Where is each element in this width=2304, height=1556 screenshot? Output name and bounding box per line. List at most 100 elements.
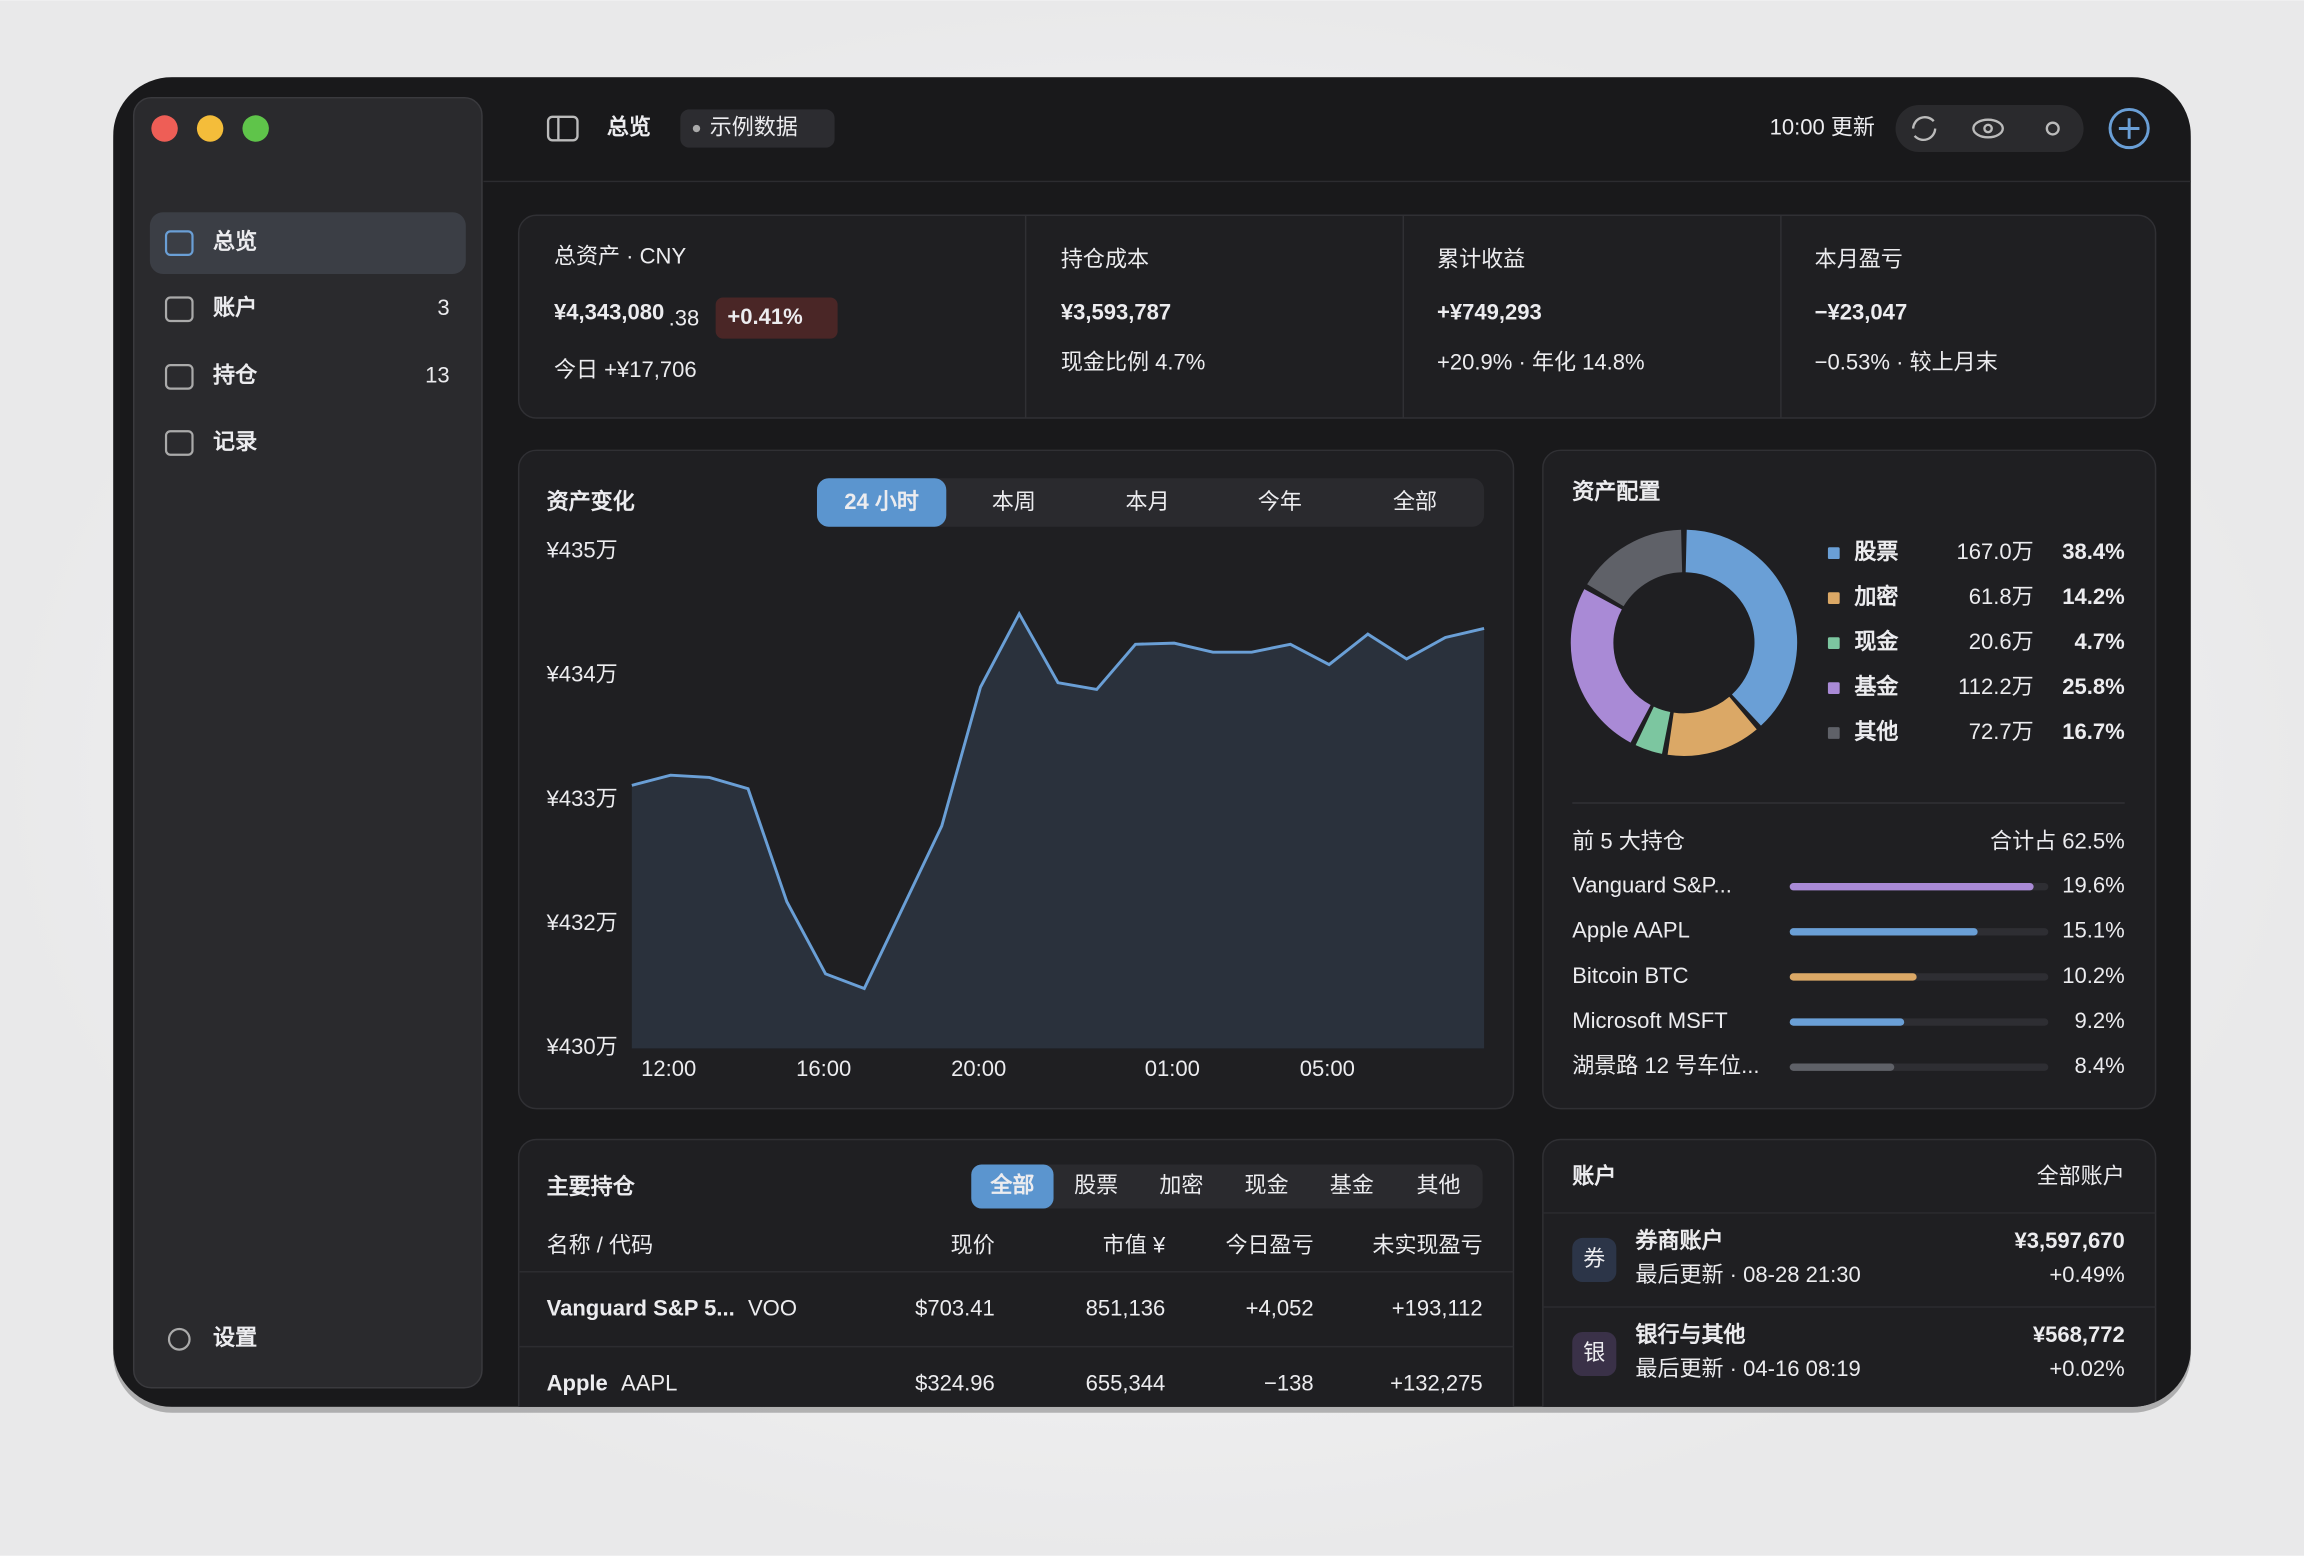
filter-tab[interactable]: 基金 (1330, 1172, 1374, 1197)
range-tab[interactable]: 全部 (1393, 489, 1437, 514)
holding-code: VOO (748, 1296, 797, 1321)
header-icons (546, 115, 579, 142)
top-name: Bitcoin BTC (1572, 963, 1688, 988)
allocation-title: 资产配置 (1572, 479, 1660, 504)
y-tick-label: ¥435万 (546, 538, 618, 563)
filter-tab[interactable]: 其他 (1416, 1172, 1460, 1197)
column-header: 未实现盈亏 (1372, 1233, 1482, 1258)
top-name: Vanguard S&P... (1572, 873, 1732, 898)
accounts-link[interactable]: 全部账户 (2037, 1164, 2125, 1189)
legend-pct: 14.2% (2062, 584, 2125, 609)
top-pct: 19.6% (2062, 873, 2124, 898)
account-value: ¥3,597,670 (2014, 1228, 2124, 1253)
nav-icon (164, 296, 194, 323)
legend-pct: 25.8% (2062, 674, 2125, 699)
holding-value: 851,136 (1086, 1296, 1166, 1321)
bar (1789, 973, 1917, 981)
range-tab[interactable]: 本周 (992, 489, 1036, 514)
x-tick-label: 05:00 (1300, 1056, 1355, 1081)
chart-title: 资产变化 (547, 489, 635, 514)
filter-tab[interactable]: 加密 (1159, 1172, 1203, 1197)
x-tick-label: 20:00 (951, 1056, 1006, 1081)
legend-swatch (1827, 592, 1840, 605)
top-pct: 15.1% (2062, 918, 2124, 943)
stats-panel (517, 214, 2157, 419)
nav-count: 3 (437, 295, 449, 320)
nav-icon (164, 230, 194, 256)
close-button[interactable] (151, 115, 178, 142)
badge[interactable]: 示例数据 (710, 114, 798, 139)
account-name[interactable]: 券商账户 (1634, 1228, 1723, 1253)
sidebar-toggle[interactable] (546, 115, 579, 142)
holdings-title: 主要持仓 (547, 1174, 636, 1199)
change-badge (715, 297, 838, 339)
stat-label: 累计收益 (1437, 247, 1525, 272)
holding-price: $703.41 (915, 1296, 995, 1321)
nav-label[interactable]: 总览 (213, 229, 257, 254)
refresh-icon[interactable] (1911, 116, 1937, 141)
zoom-button[interactable] (242, 115, 269, 142)
stat-sub: 今日 +¥17,706 (554, 357, 697, 382)
range-tab[interactable]: 本月 (1126, 489, 1170, 514)
range-tab[interactable]: 今年 (1258, 489, 1302, 514)
donut-slice (1570, 589, 1652, 743)
eye-icon[interactable] (1972, 118, 2004, 139)
minimize-button[interactable] (196, 115, 224, 142)
account-name[interactable]: 银行与其他 (1635, 1322, 1745, 1347)
nav-count: 13 (425, 363, 450, 388)
holding-today: −138 (1264, 1371, 1314, 1396)
top-name: Apple AAPL (1572, 918, 1690, 943)
legend-amount: 72.7万 (1969, 719, 2034, 744)
stat-label: 持仓成本 (1061, 247, 1149, 272)
allocation-panel (1542, 449, 2157, 1110)
y-tick-label: ¥433万 (546, 786, 618, 811)
stat-value: +¥749,293 (1437, 300, 1542, 325)
page-title: 总览 (607, 114, 651, 139)
bar (1789, 928, 1978, 936)
legend-amount: 112.2万 (1958, 674, 2034, 699)
nav-label[interactable]: 记录 (213, 429, 257, 454)
legend-amount: 20.6万 (1969, 629, 2034, 654)
bar (1789, 1018, 1905, 1026)
y-tick-label: ¥430万 (546, 1034, 618, 1059)
donut-slice (1684, 529, 1798, 726)
theme-icon[interactable] (2045, 121, 2060, 136)
y-tick-label: ¥434万 (546, 662, 618, 687)
holding-unrealized: +132,275 (1390, 1371, 1483, 1396)
nav-label[interactable]: 账户 (213, 295, 257, 320)
y-tick-label: ¥432万 (546, 910, 618, 935)
legend-pct: 16.7% (2062, 719, 2125, 744)
legend-pct: 38.4% (2062, 539, 2125, 564)
add-button[interactable] (2108, 107, 2150, 150)
toolbar (1895, 105, 2084, 153)
holding-name: Apple (547, 1371, 608, 1396)
filter-tab[interactable]: 现金 (1245, 1172, 1289, 1197)
legend-pct: 4.7% (2075, 629, 2126, 654)
toolbar-icons (1911, 107, 2150, 150)
settings-label[interactable]: 设置 (213, 1325, 257, 1350)
stat-value: ¥3,593,787 (1061, 300, 1171, 325)
legend-amount: 61.8万 (1969, 584, 2034, 609)
nav-label[interactable]: 持仓 (213, 363, 258, 388)
stat-change: +0.41% (727, 304, 803, 329)
badge-bg (680, 109, 835, 148)
top-total: 合计占 62.5% (1990, 828, 2125, 853)
stat-decimals: .38 (669, 305, 700, 330)
settings-icon (167, 1327, 191, 1351)
range-tab[interactable]: 24 小时 (844, 489, 919, 514)
filter-tab[interactable]: 股票 (1074, 1172, 1118, 1197)
top-name: 湖景路 12 号车位... (1572, 1053, 1759, 1078)
holding-today: +4,052 (1246, 1296, 1314, 1321)
account-icon-bg (1572, 1237, 1617, 1282)
donut-slice (1635, 706, 1671, 754)
legend-label: 股票 (1854, 539, 1898, 564)
column-header: 市值 ¥ (1103, 1233, 1166, 1258)
stats-dividers (1024, 215, 1782, 418)
accounts-title: 账户 (1572, 1164, 1616, 1189)
top-title: 前 5 大持仓 (1572, 828, 1685, 853)
legend-amount: 167.0万 (1956, 539, 2033, 564)
holding-code: AAPL (621, 1371, 677, 1396)
filter-tab[interactable]: 全部 (989, 1172, 1034, 1197)
